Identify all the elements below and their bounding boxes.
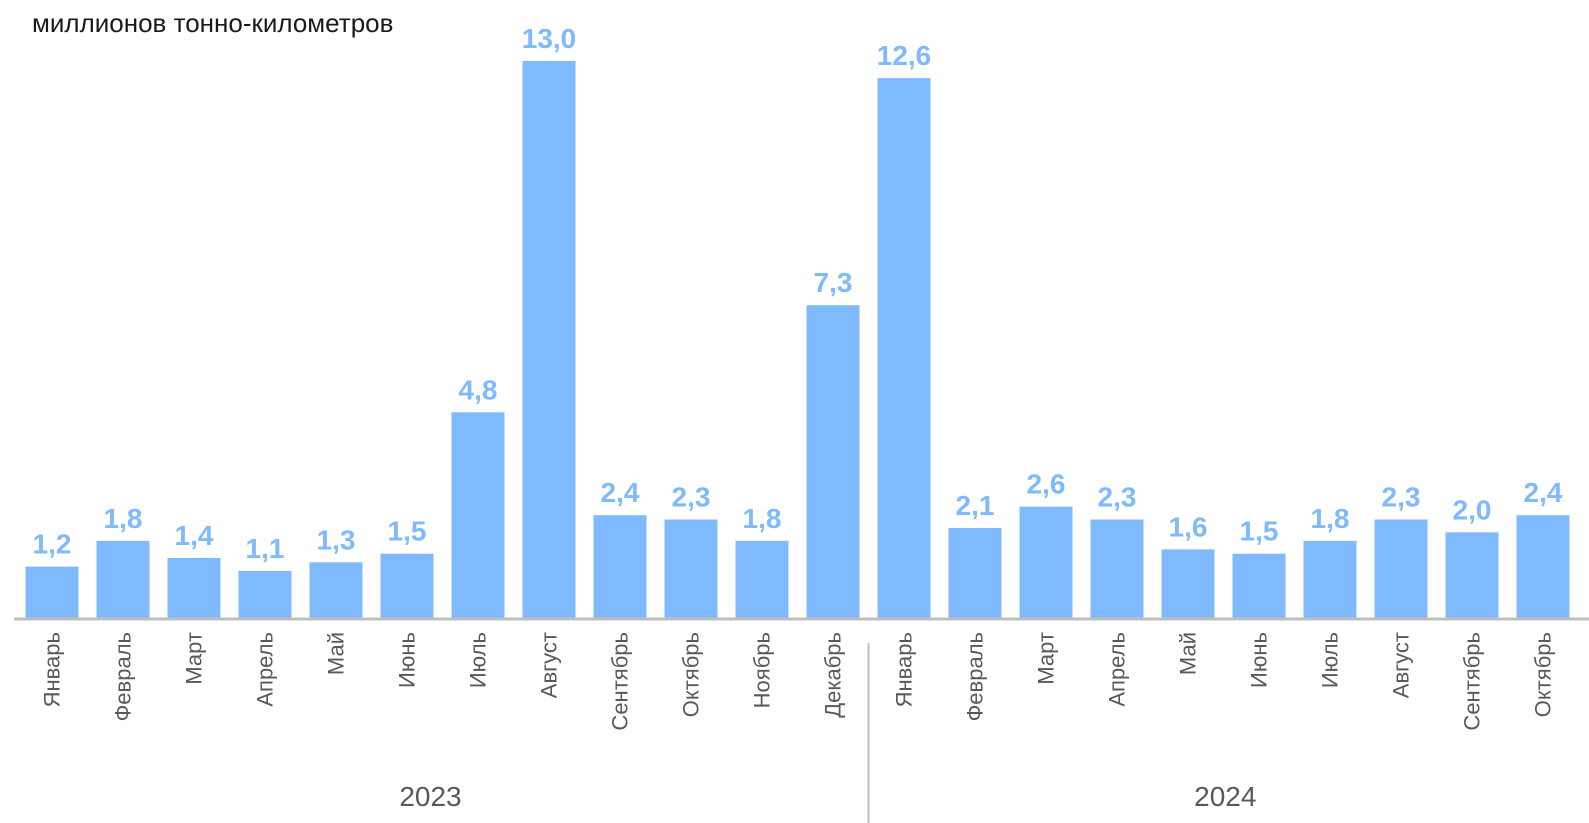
category-label: Октябрь <box>1531 632 1556 717</box>
bar-value-label: 1,4 <box>175 520 214 551</box>
category-label: Март <box>1034 632 1059 685</box>
category-label: Январь <box>892 632 917 707</box>
bars-layer <box>25 61 1570 619</box>
bar-value-label: 2,3 <box>1382 482 1421 513</box>
bar <box>1303 540 1357 618</box>
bar <box>948 528 1002 618</box>
category-label: Ноябрь <box>750 632 775 708</box>
unit-label: миллионов тонно-километров <box>32 8 393 38</box>
bar <box>877 78 931 619</box>
bar <box>238 570 292 618</box>
category-label: Август <box>537 632 562 698</box>
bar <box>735 540 789 618</box>
bar-value-label: 2,3 <box>672 482 711 513</box>
category-label: Июнь <box>1247 632 1272 688</box>
category-label: Май <box>1176 632 1201 675</box>
year-label: 2023 <box>399 781 461 812</box>
labels-layer: 1,2 Январь 1,8 Февраль 1,4 Март 1,1 Апрель 1,3 Ма… <box>33 23 1563 812</box>
category-label: Июль <box>1318 632 1343 688</box>
category-label: Апрель <box>1105 632 1130 707</box>
category-label: Декабрь <box>821 632 846 718</box>
bar <box>96 540 150 618</box>
bar <box>1374 519 1428 618</box>
bar-value-label: 2,4 <box>601 477 640 508</box>
bar-value-label: 1,3 <box>317 524 356 555</box>
bar <box>1445 532 1499 618</box>
category-label: Февраль <box>963 632 988 721</box>
category-label: Апрель <box>253 632 278 707</box>
bar-value-label: 7,3 <box>814 267 853 298</box>
bar <box>1090 519 1144 618</box>
bar <box>25 566 79 618</box>
bar <box>1161 549 1215 618</box>
bar <box>309 562 363 618</box>
bar <box>1232 553 1286 618</box>
bar-value-label: 1,8 <box>1311 503 1350 534</box>
category-label: Май <box>324 632 349 675</box>
bar-value-label: 2,6 <box>1027 469 1066 500</box>
category-label: Август <box>1389 632 1414 698</box>
bar <box>806 305 860 618</box>
bar <box>451 412 505 618</box>
bar <box>522 61 576 618</box>
axis-layer <box>14 617 1589 823</box>
bar-value-label: 2,3 <box>1098 482 1137 513</box>
bar-value-label: 2,4 <box>1524 477 1563 508</box>
bar-value-label: 4,8 <box>459 374 498 405</box>
bar-value-label: 1,8 <box>743 503 782 534</box>
bar <box>1516 515 1570 618</box>
bar-value-label: 1,1 <box>246 533 285 564</box>
category-label: Сентябрь <box>1460 632 1485 731</box>
category-label: Март <box>182 632 207 685</box>
bar-value-label: 1,5 <box>1240 516 1279 547</box>
bar-value-label: 1,8 <box>104 503 143 534</box>
category-label: Октябрь <box>679 632 704 717</box>
bar-value-label: 12,6 <box>877 40 932 71</box>
bar <box>664 519 718 618</box>
category-label: Июль <box>466 632 491 688</box>
year-label: 2024 <box>1194 781 1256 812</box>
bar-value-label: 2,0 <box>1453 494 1492 525</box>
bar-value-label: 1,6 <box>1169 511 1208 542</box>
bar <box>593 515 647 618</box>
category-label: Февраль <box>111 632 136 721</box>
bar <box>1019 506 1073 618</box>
bar-value-label: 2,1 <box>956 490 995 521</box>
category-label: Январь <box>40 632 65 707</box>
category-label: Июнь <box>395 632 420 688</box>
bar-value-label: 1,2 <box>33 529 72 560</box>
bar <box>380 553 434 618</box>
category-label: Сентябрь <box>608 632 633 731</box>
bar <box>167 558 221 618</box>
bar-value-label: 13,0 <box>522 23 577 54</box>
bar-value-label: 1,5 <box>388 516 427 547</box>
